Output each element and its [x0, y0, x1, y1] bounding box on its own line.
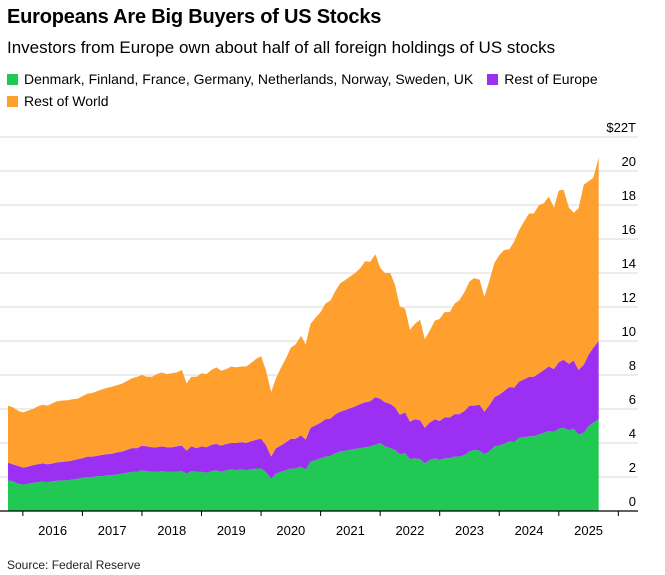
area-series [8, 157, 599, 511]
x-tick-label-2019: 2019 [217, 523, 246, 538]
y-tick-label-20: 20 [622, 154, 636, 169]
chart-title: Europeans Are Big Buyers of US Stocks [7, 6, 382, 28]
legend-item-rest-of-world: Rest of World [7, 90, 109, 112]
x-tick-label-2016: 2016 [38, 523, 67, 538]
y-tick-label-10: 10 [622, 324, 636, 339]
y-tick-label-0: 0 [629, 494, 636, 509]
legend-label-rest-of-world: Rest of World [24, 93, 109, 109]
chart-subtitle: Investors from Europe own about half of … [7, 38, 556, 57]
x-tick-label-2020: 2020 [276, 523, 305, 538]
x-tick-label-2025: 2025 [574, 523, 603, 538]
x-tick-label-2023: 2023 [455, 523, 484, 538]
x-tick-label-2018: 2018 [157, 523, 186, 538]
x-tick-label-2024: 2024 [515, 523, 544, 538]
x-tick-label-2022: 2022 [395, 523, 424, 538]
y-tick-label-14: 14 [622, 256, 636, 271]
y-tick-label-12: 12 [622, 290, 636, 305]
legend-item-rest-of-europe: Rest of Europe [487, 68, 598, 90]
source-note: Source: Federal Reserve [7, 558, 141, 572]
y-tick-label-16: 16 [622, 222, 636, 237]
legend-item-europe-core: Denmark, Finland, France, Germany, Nethe… [7, 68, 473, 90]
legend-label-rest-of-europe: Rest of Europe [504, 71, 598, 87]
legend-swatch-europe-core [7, 74, 18, 85]
y-tick-label-18: 18 [622, 188, 636, 203]
y-tick-label-2: 2 [629, 460, 636, 475]
area-series-2 [8, 157, 599, 468]
y-tick-label-6: 6 [629, 392, 636, 407]
area-series-1 [8, 341, 599, 485]
x-tick-label-2021: 2021 [336, 523, 365, 538]
legend-label-europe-core: Denmark, Finland, France, Germany, Nethe… [24, 71, 474, 87]
legend-swatch-rest-of-world [7, 96, 18, 107]
y-tick-label-22: $22T [606, 120, 636, 135]
y-axis-ticks: 0 2 4 6 8 10 12 14 16 18 20 $22T [606, 120, 636, 509]
y-tick-label-8: 8 [629, 358, 636, 373]
x-tick-label-2017: 2017 [98, 523, 127, 538]
y-tick-label-4: 4 [629, 426, 636, 441]
x-axis: 2016 2017 2018 2019 2020 2021 2022 2023 2024 2025 [0, 510, 638, 538]
legend: Denmark, Finland, France, Germany, Nethe… [7, 68, 657, 112]
legend-swatch-rest-of-europe [487, 74, 499, 85]
area-series-0 [8, 419, 599, 511]
